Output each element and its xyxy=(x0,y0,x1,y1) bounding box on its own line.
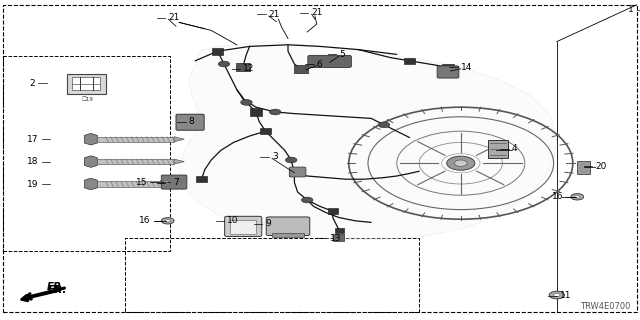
Circle shape xyxy=(161,218,174,224)
Text: 17: 17 xyxy=(27,135,38,144)
Polygon shape xyxy=(174,181,184,187)
Circle shape xyxy=(165,220,170,222)
Text: FR.: FR. xyxy=(48,284,67,295)
FancyBboxPatch shape xyxy=(230,220,256,234)
Text: 16: 16 xyxy=(139,216,150,225)
FancyBboxPatch shape xyxy=(335,228,344,233)
Polygon shape xyxy=(84,133,97,145)
Text: 19: 19 xyxy=(27,180,38,188)
Text: 11: 11 xyxy=(560,292,572,300)
FancyBboxPatch shape xyxy=(97,181,174,187)
FancyBboxPatch shape xyxy=(328,208,338,214)
FancyBboxPatch shape xyxy=(577,161,590,174)
Circle shape xyxy=(269,109,281,115)
Circle shape xyxy=(454,160,467,166)
Circle shape xyxy=(378,122,390,128)
Text: 1: 1 xyxy=(628,5,634,14)
FancyBboxPatch shape xyxy=(212,48,223,55)
Text: 5: 5 xyxy=(339,50,345,59)
FancyBboxPatch shape xyxy=(97,137,174,142)
FancyBboxPatch shape xyxy=(72,77,100,90)
Text: TRW4E0700: TRW4E0700 xyxy=(580,302,630,311)
FancyBboxPatch shape xyxy=(289,167,306,177)
Text: 21: 21 xyxy=(312,8,323,17)
Circle shape xyxy=(218,61,230,67)
Text: 2: 2 xyxy=(29,79,35,88)
Text: 9: 9 xyxy=(266,220,271,228)
Circle shape xyxy=(447,156,475,170)
Text: 21: 21 xyxy=(168,13,180,22)
FancyBboxPatch shape xyxy=(308,55,351,68)
Circle shape xyxy=(554,293,560,297)
FancyBboxPatch shape xyxy=(404,58,415,64)
Circle shape xyxy=(549,291,564,299)
Text: 10: 10 xyxy=(227,216,239,225)
FancyBboxPatch shape xyxy=(236,63,250,71)
Circle shape xyxy=(164,181,169,184)
FancyBboxPatch shape xyxy=(239,64,248,70)
Polygon shape xyxy=(179,42,557,240)
FancyBboxPatch shape xyxy=(260,128,271,134)
Text: 7: 7 xyxy=(173,178,179,187)
FancyBboxPatch shape xyxy=(333,234,344,241)
Polygon shape xyxy=(174,137,184,142)
FancyBboxPatch shape xyxy=(266,217,310,236)
FancyBboxPatch shape xyxy=(176,114,204,130)
Text: 8: 8 xyxy=(189,117,195,126)
FancyBboxPatch shape xyxy=(442,64,454,71)
Text: 20: 20 xyxy=(595,162,607,171)
Text: 15: 15 xyxy=(136,178,147,187)
Polygon shape xyxy=(84,156,97,167)
Text: 13: 13 xyxy=(330,234,341,243)
FancyBboxPatch shape xyxy=(289,169,300,176)
FancyBboxPatch shape xyxy=(196,176,207,182)
FancyBboxPatch shape xyxy=(67,74,106,94)
Circle shape xyxy=(160,179,173,186)
Text: 16: 16 xyxy=(552,192,563,201)
Text: ☐19: ☐19 xyxy=(82,97,93,102)
FancyBboxPatch shape xyxy=(296,66,305,72)
Polygon shape xyxy=(174,159,184,164)
Text: 4: 4 xyxy=(512,144,518,153)
Text: 3: 3 xyxy=(272,152,278,161)
Circle shape xyxy=(301,197,313,203)
Text: 18: 18 xyxy=(27,157,38,166)
FancyBboxPatch shape xyxy=(97,159,174,164)
Polygon shape xyxy=(84,178,97,190)
FancyBboxPatch shape xyxy=(294,65,308,73)
Text: 21: 21 xyxy=(269,10,280,19)
Text: 14: 14 xyxy=(461,63,472,72)
FancyBboxPatch shape xyxy=(250,108,262,116)
FancyBboxPatch shape xyxy=(437,66,459,78)
Circle shape xyxy=(285,157,297,163)
Text: 6: 6 xyxy=(317,60,323,68)
FancyBboxPatch shape xyxy=(225,216,262,236)
Circle shape xyxy=(575,196,580,198)
Text: FR.: FR. xyxy=(47,282,66,292)
Circle shape xyxy=(571,194,584,200)
Text: 12: 12 xyxy=(243,64,255,73)
FancyBboxPatch shape xyxy=(161,175,187,189)
Circle shape xyxy=(241,100,252,105)
FancyBboxPatch shape xyxy=(488,140,508,158)
FancyBboxPatch shape xyxy=(272,233,304,237)
